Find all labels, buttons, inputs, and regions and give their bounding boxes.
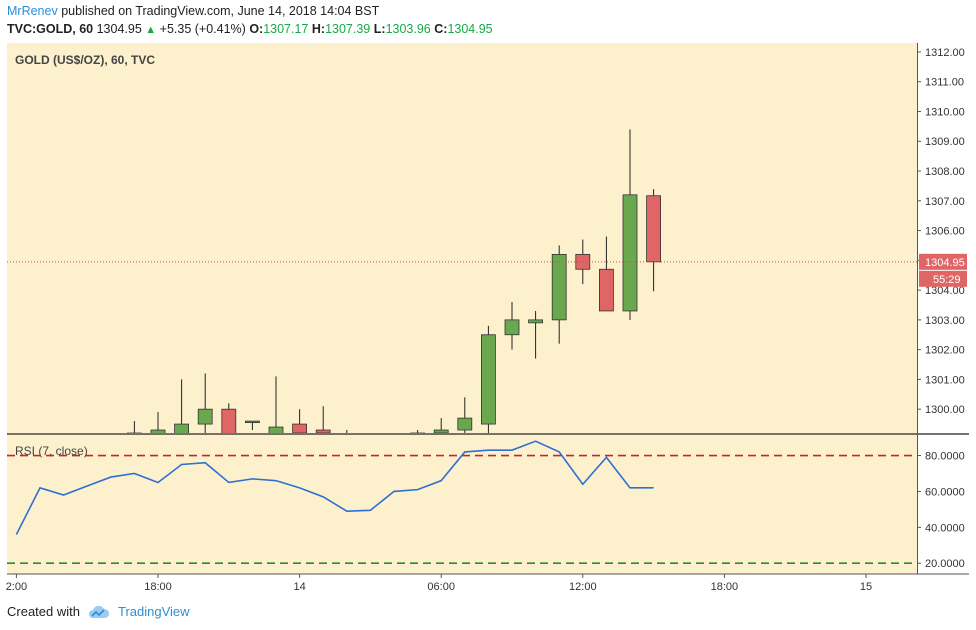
x-tick-label: 18:00 — [144, 581, 172, 593]
price-tick-label: 1312.00 — [925, 47, 965, 59]
price-tick-label: 1310.00 — [925, 106, 965, 118]
candle-body — [622, 194, 638, 312]
countdown-label: 55:29 — [933, 274, 961, 286]
created-with-label: Created with — [7, 604, 80, 619]
close-value: 1304.95 — [447, 22, 493, 36]
x-tick-label: 14 — [293, 581, 305, 593]
countdown-tag — [919, 270, 967, 287]
candle-body — [504, 319, 520, 336]
high-value: 1307.39 — [325, 22, 371, 36]
up-arrow-icon: ▲ — [145, 24, 157, 36]
candle-body — [599, 268, 614, 312]
candle-body — [221, 408, 237, 433]
price-tick-label: 1306.00 — [925, 226, 965, 238]
x-tick-label: 2:00 — [6, 581, 27, 593]
price-tick-label: 1302.00 — [925, 345, 965, 357]
price-tick-label: 1307.00 — [925, 196, 965, 208]
candle-body — [315, 429, 331, 433]
price-tick-label: 1300.00 — [925, 404, 965, 416]
candle-body — [150, 429, 166, 433]
symbol-label: TVC:GOLD, 60 — [7, 22, 94, 36]
rsi-tick-label: 60.0000 — [925, 486, 965, 498]
high-label: H: — [311, 22, 326, 36]
price-pane-bg — [7, 43, 917, 433]
rsi-pane-bg — [7, 434, 917, 574]
low-value: 1303.96 — [385, 22, 431, 36]
tradingview-cloud-icon — [88, 605, 110, 618]
tradingview-link[interactable]: TradingView — [117, 604, 190, 619]
candle-body — [433, 429, 449, 433]
price-tick-label: 1301.00 — [925, 374, 965, 386]
price-axis-bg — [917, 43, 969, 574]
rsi-pane-title: RSI (7, close) — [15, 444, 88, 458]
publish-info: published on TradingView.com, June 14, 2… — [61, 4, 380, 18]
open-label: O: — [249, 22, 264, 36]
price-tick-label: 1308.00 — [925, 166, 965, 178]
candle-body — [292, 423, 308, 433]
x-tick-label: 06:00 — [427, 581, 455, 593]
candle-body — [551, 253, 567, 321]
candle-body — [480, 334, 496, 425]
rsi-tick-label: 20.0000 — [925, 558, 965, 570]
rsi-tick-label: 40.0000 — [925, 522, 965, 534]
x-tick-label: 18:00 — [711, 581, 739, 593]
price-tick-label: 1304.00 — [925, 285, 965, 297]
rsi-tick-label: 80.0000 — [925, 451, 965, 463]
price-tick-label: 1303.00 — [925, 315, 965, 327]
price-axis-border — [917, 43, 918, 574]
publish-header: MrRenev published on TradingView.com, Ju… — [7, 2, 379, 20]
close-label: C: — [434, 22, 448, 36]
candle-body — [528, 319, 543, 324]
last-price: 1304.95 — [96, 22, 142, 36]
last-price-tag-label: 1304.95 — [925, 257, 965, 269]
price-change: +5.35 (+0.41%) — [159, 22, 246, 36]
author-link[interactable]: MrRenev — [7, 4, 58, 18]
x-tick-label: 15 — [860, 581, 872, 593]
candle-body — [174, 423, 190, 433]
price-tick-label: 1311.00 — [925, 77, 964, 89]
rsi-line — [15, 440, 654, 535]
last-price-tag — [919, 253, 967, 270]
candle-body — [646, 195, 661, 263]
chart-canvas[interactable]: 1312.00 1311.00 1310.00 1309.00 1308.00 1307.… — [0, 0, 976, 600]
ticker-line: TVC:GOLD, 60 1304.95 ▲ +5.35 (+0.41%) O:… — [7, 20, 493, 39]
price-pane-title: GOLD (US$/OZ), 60, TVC — [15, 53, 155, 67]
low-label: L: — [373, 22, 386, 36]
candle-body — [197, 408, 213, 425]
footer: Created with TradingView — [7, 603, 190, 621]
candles-group — [127, 129, 661, 433]
price-tick-label: 1309.00 — [925, 136, 965, 148]
candle-body — [268, 426, 284, 433]
candle-body — [244, 420, 260, 423]
candle-body — [457, 417, 473, 431]
open-value: 1307.17 — [263, 22, 309, 36]
x-tick-label: 12:00 — [569, 581, 597, 593]
